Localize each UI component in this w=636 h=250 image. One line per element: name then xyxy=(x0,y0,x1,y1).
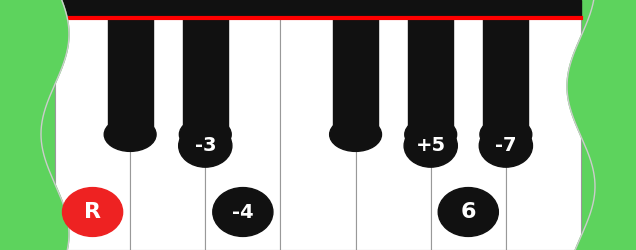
Ellipse shape xyxy=(179,118,232,152)
Text: +5: +5 xyxy=(416,136,446,155)
Bar xyxy=(55,18,130,250)
Bar xyxy=(55,0,581,18)
Bar xyxy=(408,18,453,134)
Ellipse shape xyxy=(104,118,156,152)
Bar xyxy=(107,18,153,134)
Ellipse shape xyxy=(179,124,232,167)
Bar xyxy=(183,18,228,134)
Ellipse shape xyxy=(329,118,382,152)
Bar xyxy=(205,18,280,250)
Bar xyxy=(431,18,506,250)
Ellipse shape xyxy=(480,118,532,152)
Ellipse shape xyxy=(404,124,457,167)
Text: -4: -4 xyxy=(232,202,254,222)
Text: R: R xyxy=(84,202,101,222)
Ellipse shape xyxy=(480,124,532,167)
Ellipse shape xyxy=(404,118,457,152)
Ellipse shape xyxy=(62,188,123,236)
Ellipse shape xyxy=(213,188,273,236)
Bar xyxy=(506,18,581,250)
Text: -7: -7 xyxy=(495,136,516,155)
Bar xyxy=(130,18,205,250)
Text: 6: 6 xyxy=(460,202,476,222)
Bar xyxy=(356,18,431,250)
Bar xyxy=(280,18,356,250)
Polygon shape xyxy=(0,0,69,250)
Polygon shape xyxy=(567,0,636,250)
Bar xyxy=(483,18,529,134)
Text: -3: -3 xyxy=(195,136,216,155)
Bar xyxy=(333,18,378,134)
Ellipse shape xyxy=(438,188,499,236)
